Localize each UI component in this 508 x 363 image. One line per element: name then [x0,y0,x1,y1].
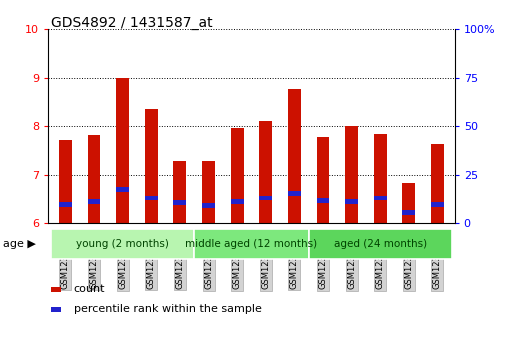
Bar [374,196,387,200]
Bar [116,78,129,223]
Bar [345,199,358,204]
Bar [87,199,101,204]
Bar [288,191,301,196]
Bar [202,161,215,223]
Bar [194,229,309,259]
Text: aged (24 months): aged (24 months) [334,239,427,249]
Bar [145,109,157,223]
Bar [431,144,444,223]
Bar [59,140,72,223]
Bar [309,229,452,259]
Bar [345,126,358,223]
Bar [316,137,330,223]
Text: young (2 months): young (2 months) [76,239,169,249]
Bar [87,135,101,223]
Bar [173,200,186,205]
Text: count: count [74,284,105,294]
Text: GDS4892 / 1431587_at: GDS4892 / 1431587_at [51,16,212,30]
Text: age ▶: age ▶ [3,239,36,249]
Bar [402,210,416,215]
Bar [431,202,444,207]
Bar [259,196,272,200]
Bar [374,134,387,223]
Bar [202,203,215,208]
Text: middle aged (12 months): middle aged (12 months) [185,239,318,249]
Bar [259,121,272,223]
Bar [59,202,72,207]
Bar [316,198,330,203]
Bar [116,187,129,192]
Bar [173,161,186,223]
Bar [288,89,301,223]
Text: percentile rank within the sample: percentile rank within the sample [74,304,262,314]
Bar [231,128,244,223]
Bar [231,199,244,204]
Bar [51,229,194,259]
Bar [145,196,157,200]
Bar [402,183,416,223]
